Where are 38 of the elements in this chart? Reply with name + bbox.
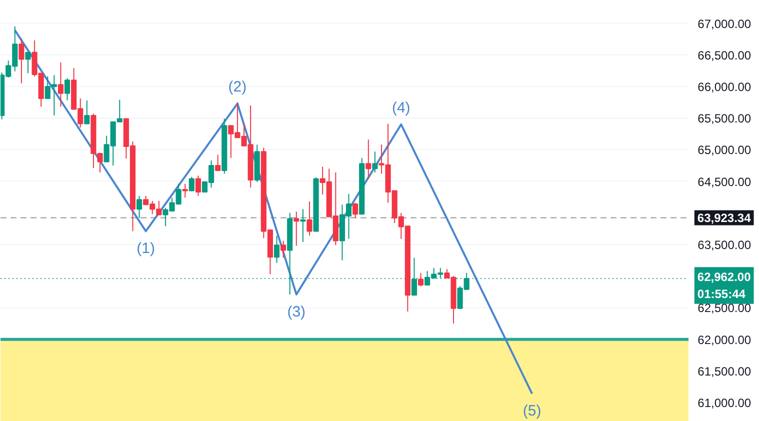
candlestick	[188, 176, 194, 192]
y-tick-label: 65,000.00	[698, 143, 752, 158]
candlestick	[366, 139, 372, 180]
y-tick-label: 67,000.00	[698, 16, 752, 31]
y-tick-label: 64,500.00	[698, 174, 752, 189]
annotation: (2)	[228, 78, 247, 96]
candlestick	[182, 183, 188, 198]
y-tick-label: 63,500.00	[698, 238, 752, 252]
candlestick	[136, 195, 142, 218]
y-tick-label: 62,000.00	[698, 332, 752, 347]
candlestick	[64, 78, 70, 101]
line-series	[14, 29, 534, 395]
y-tick-label: 65,500.00	[698, 112, 752, 126]
y-tick-label: 62,500.00	[698, 301, 752, 316]
annotation: (1)	[136, 240, 155, 258]
candlestick	[58, 62, 64, 108]
candlestick	[352, 202, 358, 218]
ref-line-label: 62,962.00 01:55:44	[697, 270, 752, 301]
annotation: (4)	[392, 99, 410, 116]
candlestick	[306, 201, 312, 236]
candlestick	[280, 240, 286, 258]
candlestick	[215, 154, 221, 172]
y-tick-label: 61,000.00	[698, 396, 752, 410]
candlestick	[294, 211, 300, 246]
candlestick	[418, 272, 424, 287]
y-tick-label: 66,500.00	[698, 48, 752, 62]
candlestick	[195, 175, 201, 196]
y-tick-label: 66,000.00	[698, 80, 752, 94]
candlestick	[25, 52, 31, 74]
candlestick	[300, 208, 306, 242]
candlestick	[274, 235, 280, 264]
candlestick	[84, 100, 90, 124]
candlestick	[372, 151, 378, 173]
y-tick-label: 61,500.00	[698, 364, 752, 378]
ref-line-label: 63,923.34	[697, 211, 752, 226]
annotation: (3)	[287, 303, 306, 320]
candlestick	[18, 38, 24, 84]
annotation: (5)	[522, 402, 542, 420]
